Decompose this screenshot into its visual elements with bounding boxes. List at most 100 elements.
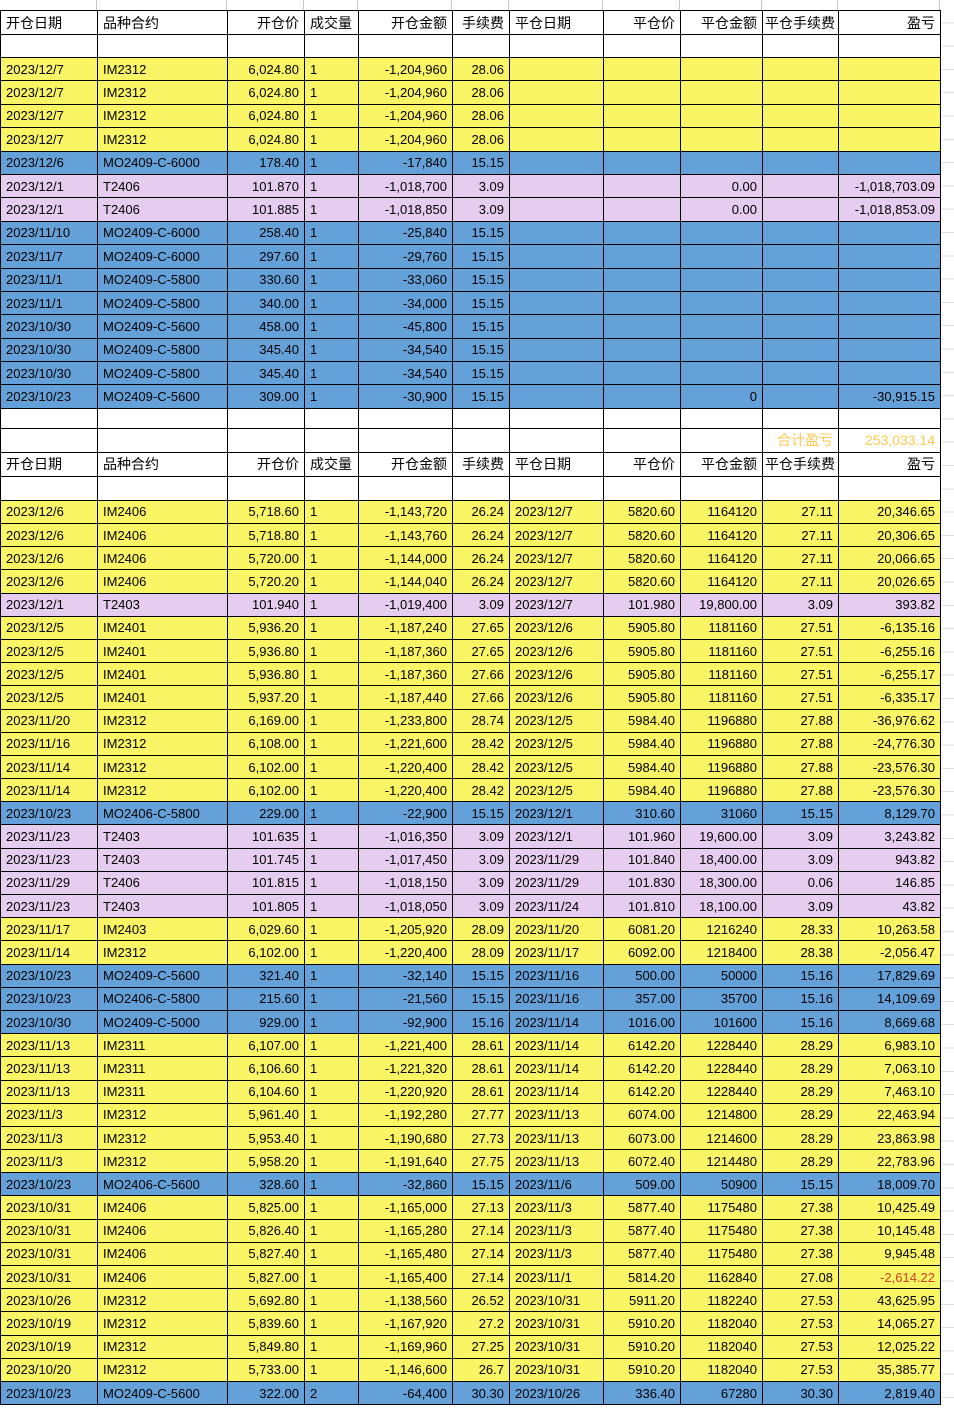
cell[interactable]: 1: [305, 732, 359, 756]
cell[interactable]: [763, 476, 839, 501]
cell[interactable]: 1216240: [681, 918, 763, 942]
cell[interactable]: 2023/12/6: [1, 570, 98, 594]
cell[interactable]: MO2409-C-5800: [98, 268, 228, 292]
cell[interactable]: 2023/11/3: [510, 1196, 604, 1220]
cell[interactable]: 6,107.00: [228, 1034, 305, 1058]
cell[interactable]: 2023/12/1: [1, 593, 98, 617]
cell[interactable]: [305, 35, 359, 58]
cell[interactable]: -6,255.16: [839, 639, 941, 664]
cell[interactable]: IM2312: [98, 128, 228, 152]
cell[interactable]: 2023/10/31: [510, 1289, 604, 1313]
cell[interactable]: [763, 81, 839, 105]
cell[interactable]: MO2409-C-5600: [98, 964, 228, 988]
cell[interactable]: 1: [305, 500, 359, 525]
cell[interactable]: 1: [305, 385, 359, 409]
cell[interactable]: [359, 35, 453, 58]
cell[interactable]: 26.52: [453, 1289, 510, 1313]
cell[interactable]: 5,849.80: [228, 1335, 305, 1359]
cell[interactable]: -30,900: [359, 385, 453, 409]
cell[interactable]: 2023/10/31: [1, 1266, 98, 1290]
cell[interactable]: [763, 174, 839, 199]
cell[interactable]: [510, 338, 604, 363]
cell[interactable]: [510, 245, 604, 269]
cell[interactable]: 321.40: [228, 964, 305, 988]
cell[interactable]: -1,018,850: [359, 198, 453, 222]
cell[interactable]: 14,109.69: [839, 987, 941, 1011]
cell[interactable]: 1164120: [681, 547, 763, 571]
cell[interactable]: 19,800.00: [681, 593, 763, 617]
cell[interactable]: -1,187,240: [359, 616, 453, 640]
cell[interactable]: 28.29: [763, 1034, 839, 1058]
cell[interactable]: 2023/12/7: [510, 593, 604, 617]
cell[interactable]: [681, 362, 763, 386]
cell[interactable]: -92,900: [359, 1010, 453, 1035]
cell[interactable]: IM2403: [98, 918, 228, 942]
cell[interactable]: [510, 291, 604, 316]
cell[interactable]: [510, 151, 604, 175]
cell[interactable]: -1,192,280: [359, 1103, 453, 1127]
header-close-amount[interactable]: 平仓金额: [681, 11, 763, 35]
cell[interactable]: [839, 128, 941, 152]
cell[interactable]: 1182240: [681, 1289, 763, 1313]
cell[interactable]: 1196880: [681, 779, 763, 803]
cell[interactable]: 1: [305, 1242, 359, 1267]
cell[interactable]: [763, 362, 839, 386]
cell[interactable]: 27.65: [453, 639, 510, 664]
cell[interactable]: 1164120: [681, 570, 763, 594]
cell[interactable]: 309.00: [228, 385, 305, 409]
cell[interactable]: [604, 338, 681, 363]
cell[interactable]: 15.16: [453, 1010, 510, 1035]
cell[interactable]: 5,733.00: [228, 1358, 305, 1382]
cell[interactable]: -1,204,960: [359, 128, 453, 152]
cell[interactable]: [228, 476, 305, 501]
cell[interactable]: 35,385.77: [839, 1358, 941, 1382]
cell[interactable]: 30.30: [453, 1381, 510, 1406]
cell[interactable]: [98, 476, 228, 501]
cell[interactable]: [763, 104, 839, 129]
cell[interactable]: -36,976.62: [839, 709, 941, 733]
cell[interactable]: 1: [305, 291, 359, 316]
cell[interactable]: 2023/11/16: [510, 987, 604, 1011]
cell[interactable]: 28.33: [763, 918, 839, 942]
cell[interactable]: IM2312: [98, 1289, 228, 1313]
cell[interactable]: IM2312: [98, 1150, 228, 1174]
cell[interactable]: 6072.40: [604, 1150, 681, 1174]
cell[interactable]: 2023/12/7: [1, 81, 98, 105]
cell[interactable]: 328.60: [228, 1173, 305, 1197]
cell[interactable]: 2023/11/20: [1, 709, 98, 733]
cell[interactable]: 15.16: [763, 1010, 839, 1035]
cell[interactable]: 15.15: [453, 338, 510, 363]
cell[interactable]: 5910.20: [604, 1335, 681, 1359]
cell[interactable]: 3.09: [763, 895, 839, 919]
cell[interactable]: -1,221,320: [359, 1057, 453, 1081]
cell[interactable]: [839, 268, 941, 292]
cell[interactable]: 6142.20: [604, 1034, 681, 1058]
cell[interactable]: -6,255.17: [839, 663, 941, 687]
cell[interactable]: 2023/12/6: [1, 500, 98, 525]
cell[interactable]: 1: [305, 848, 359, 872]
cell[interactable]: 3.09: [763, 848, 839, 872]
cell[interactable]: 2023/11/13: [1, 1080, 98, 1104]
cell[interactable]: 310.60: [604, 802, 681, 826]
cell[interactable]: 28.09: [453, 918, 510, 942]
cell[interactable]: 27.14: [453, 1242, 510, 1267]
cell[interactable]: 5820.60: [604, 570, 681, 594]
cell[interactable]: 2023/12/1: [510, 802, 604, 826]
cell[interactable]: [681, 221, 763, 246]
cell[interactable]: IM2401: [98, 639, 228, 664]
cell[interactable]: 2023/11/17: [1, 918, 98, 942]
cell[interactable]: -1,138,560: [359, 1289, 453, 1313]
cell[interactable]: 3.09: [453, 198, 510, 222]
cell[interactable]: 101.815: [228, 871, 305, 896]
cell[interactable]: 146.85: [839, 871, 941, 896]
cell[interactable]: 27.53: [763, 1335, 839, 1359]
cell[interactable]: [604, 408, 681, 429]
cell[interactable]: 27.75: [453, 1150, 510, 1174]
cell[interactable]: 2023/11/24: [510, 895, 604, 919]
cell[interactable]: [510, 174, 604, 199]
cell[interactable]: 1: [305, 570, 359, 594]
cell[interactable]: -1,233,800: [359, 709, 453, 733]
cell[interactable]: 2023/12/1: [1, 174, 98, 199]
cell[interactable]: 15.15: [453, 291, 510, 316]
cell[interactable]: 2023/12/6: [1, 547, 98, 571]
